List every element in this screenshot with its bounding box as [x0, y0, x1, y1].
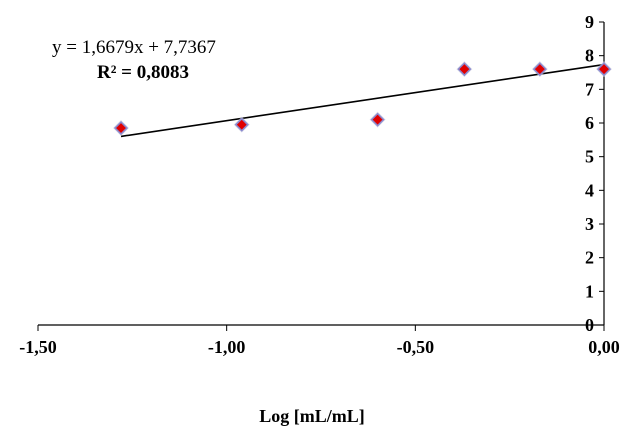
x-tick-labels: -1,50 -1,00 -0,50 0,00 — [19, 337, 620, 357]
data-point — [532, 62, 547, 77]
y-tick-label: 3 — [585, 214, 594, 234]
trendline-equation: y = 1,6679x + 7,7367 — [52, 37, 216, 58]
y-tick-label: 2 — [585, 248, 594, 268]
data-point — [457, 62, 472, 77]
y-tick-label: 0 — [585, 315, 594, 335]
data-point — [370, 112, 385, 127]
y-tick-labels: 0 1 2 3 4 5 6 7 8 9 — [585, 12, 594, 335]
trendline — [120, 63, 605, 138]
y-tick-label: 5 — [585, 147, 594, 167]
y-tick-label: 7 — [585, 79, 594, 99]
x-tick-label: 0,00 — [588, 337, 620, 357]
data-points — [113, 61, 612, 137]
y-tick-label: 4 — [585, 180, 594, 200]
x-tick-label: -1,00 — [208, 337, 246, 357]
y-tick-label: 6 — [585, 113, 594, 133]
y-tick-label: 1 — [585, 281, 594, 301]
x-tick-label: -1,50 — [19, 337, 57, 357]
y-tick-label: 9 — [585, 12, 594, 32]
x-axis-label: Log [mL/mL] — [259, 406, 365, 426]
data-point — [234, 117, 249, 132]
x-tick-label: -0,50 — [397, 337, 435, 357]
r-squared-label: R² = 0,8083 — [97, 62, 189, 83]
data-point — [113, 120, 129, 136]
y-tick-label: 8 — [585, 46, 594, 66]
data-point — [596, 62, 612, 77]
trendline-layer — [120, 63, 605, 138]
